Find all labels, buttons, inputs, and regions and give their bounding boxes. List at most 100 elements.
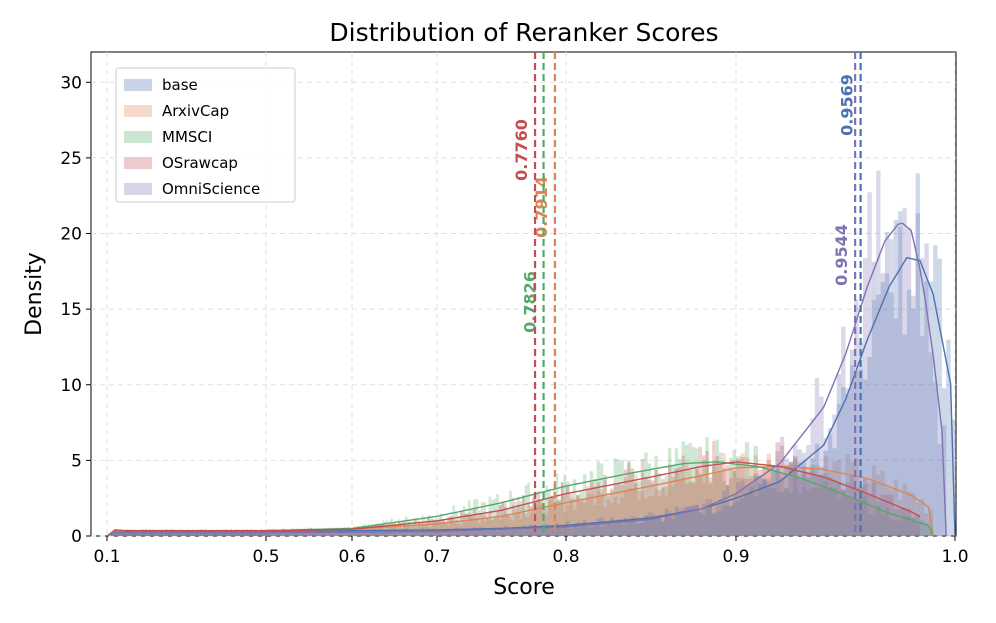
histogram-bar [140, 533, 142, 536]
histogram-bar [274, 531, 277, 536]
histogram-bar [893, 220, 899, 536]
histogram-bar [589, 471, 594, 536]
histogram-bar [414, 519, 417, 536]
histogram-bar [124, 532, 126, 536]
histogram-bar [127, 533, 129, 536]
histogram-bar [572, 526, 577, 536]
histogram-bar [606, 522, 611, 536]
histogram-bar [303, 533, 306, 536]
histogram-bar [358, 530, 361, 536]
histogram-bar [272, 531, 275, 536]
histogram-bar [286, 532, 289, 536]
histogram-bar [671, 515, 675, 536]
histogram-bar [532, 510, 536, 536]
histogram-bar [579, 490, 583, 536]
histogram-bar [397, 520, 400, 536]
legend: base ArxivCap MMSCI OSrawcap OmniScience [115, 67, 296, 203]
histogram-bar [545, 508, 548, 536]
histogram-bar [384, 529, 386, 536]
histogram-bar [547, 528, 551, 536]
histogram-bar [722, 506, 726, 536]
histogram-bar [470, 516, 474, 536]
histogram-bar [355, 532, 358, 536]
histogram-bar [279, 531, 282, 536]
histogram-bar [719, 452, 723, 536]
histogram-bar [522, 494, 525, 536]
histogram-bar [519, 506, 523, 536]
histogram-bar [172, 531, 174, 536]
histogram-bar [240, 532, 242, 536]
histogram-bar [413, 517, 415, 536]
histogram-bar [540, 528, 543, 536]
histogram-bar [478, 528, 481, 536]
histogram-bar [276, 533, 279, 536]
histogram-bar [610, 503, 614, 536]
histogram-bar [176, 531, 178, 536]
chart-title: Distribution of Reranker Scores [329, 18, 718, 47]
histogram-bar [470, 530, 474, 536]
histogram-bar [159, 533, 161, 536]
histogram-bar [162, 533, 164, 536]
histogram-bar [117, 532, 119, 536]
histogram-bar [136, 531, 138, 536]
histogram-bar [206, 531, 208, 536]
histogram-bar [207, 532, 209, 536]
histogram-bar [863, 484, 868, 536]
histogram-bar [480, 527, 484, 536]
histogram-bar [206, 531, 208, 536]
histogram-bar [637, 523, 641, 536]
histogram-bar [579, 498, 583, 536]
legend-label: base [162, 76, 198, 94]
histogram-bar [338, 533, 340, 536]
histogram-bar [350, 532, 352, 536]
histogram-bar [924, 522, 929, 536]
histogram-bar [188, 531, 190, 536]
histogram-bar [329, 530, 332, 536]
histogram-bar [309, 530, 311, 536]
histogram-bar [231, 531, 233, 536]
histogram-bar [418, 521, 420, 536]
histogram-bar [386, 519, 388, 536]
histogram-bar [801, 466, 807, 536]
histogram-bar [744, 442, 750, 536]
histogram-bar [775, 490, 780, 536]
histogram-bar [729, 458, 733, 536]
histogram-bar [184, 531, 186, 536]
histogram-bar [784, 465, 789, 536]
histogram-bar [674, 506, 679, 536]
histogram-bar [128, 532, 130, 536]
histogram-bar [298, 531, 301, 536]
histogram-bar [161, 533, 163, 536]
histogram-bar [242, 531, 244, 536]
histogram-bar [392, 522, 395, 536]
histogram-bar [708, 498, 713, 536]
histogram-bar [231, 532, 233, 536]
histogram-bar [355, 531, 358, 536]
histogram-bar [363, 531, 366, 536]
legend-box [115, 67, 296, 203]
histogram-bar [460, 512, 463, 536]
histogram-bar [176, 532, 178, 536]
histogram-bar [250, 532, 252, 536]
histogram-bar [153, 533, 155, 536]
histogram-bar [365, 531, 368, 536]
histogram-bar [902, 334, 907, 536]
histogram-bar [423, 517, 426, 536]
histogram-bar [263, 532, 265, 536]
histogram-bar [132, 532, 134, 536]
histogram-bar [924, 243, 929, 536]
histogram-bar [221, 533, 223, 536]
histogram-bar [498, 527, 502, 536]
histogram-bar [124, 531, 126, 536]
histogram-bar [933, 382, 938, 536]
histogram-bar [302, 531, 304, 536]
histogram-bar [473, 499, 476, 536]
histogram-bar [166, 531, 168, 536]
histogram-bar [321, 533, 323, 536]
histogram-bar [128, 532, 130, 536]
histogram-bar [242, 531, 244, 536]
histogram-bar [749, 486, 754, 536]
histogram-bar [243, 532, 245, 536]
histogram-bar [810, 464, 815, 536]
legend-swatch [124, 183, 152, 195]
